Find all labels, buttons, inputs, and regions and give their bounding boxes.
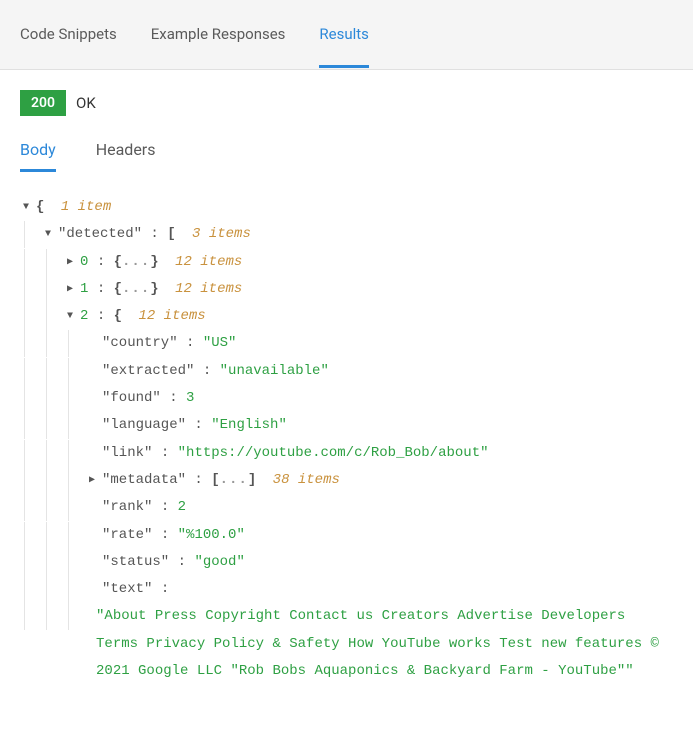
bracket-open: [ (211, 472, 219, 488)
item-count: 12 items (138, 308, 205, 324)
colon: : (161, 499, 178, 515)
subtab-body[interactable]: Body (20, 140, 56, 172)
json-key: "found" (102, 390, 161, 406)
json-value: "https://youtube.com/c/Rob_Bob/about" (178, 445, 489, 461)
item-count: 1 item (61, 199, 111, 215)
brace-open: { (114, 254, 122, 270)
json-value: "US" (203, 335, 237, 351)
tab-results[interactable]: Results (319, 1, 369, 68)
colon: : (97, 254, 114, 270)
tab-example-responses[interactable]: Example Responses (151, 1, 286, 68)
brace-open: { (114, 281, 122, 297)
json-link: · "link" : "https://youtube.com/c/Rob_Bo… (20, 440, 673, 467)
brace-open: { (114, 308, 122, 324)
subtab-headers[interactable]: Headers (96, 140, 156, 172)
json-found: · "found" : 3 (20, 385, 673, 412)
toggle-icon[interactable]: ▶ (64, 249, 76, 276)
json-value: 2 (178, 499, 186, 515)
content-area: 200 OK Body Headers ▼ { 1 item ▼ "detect… (0, 70, 693, 705)
colon: : (203, 363, 220, 379)
brace-close: } (150, 281, 158, 297)
json-value: "good" (194, 554, 244, 570)
json-item-1: ▶ 1 : {...} 12 items (20, 276, 673, 303)
colon: : (97, 308, 114, 324)
json-key: "detected" (58, 226, 142, 242)
json-value: "English" (211, 417, 287, 433)
json-key: "rate" (102, 527, 152, 543)
sub-tabs: Body Headers (20, 140, 673, 172)
json-language: · "language" : "English" (20, 412, 673, 439)
ellipsis-icon[interactable]: ... (220, 472, 248, 488)
json-index: 0 (80, 254, 88, 270)
toggle-icon[interactable]: ▼ (20, 194, 32, 221)
top-tabs: Code Snippets Example Responses Results (0, 0, 693, 70)
brace-close: } (150, 254, 158, 270)
json-key: "link" (102, 445, 152, 461)
json-index: 1 (80, 281, 88, 297)
brace-open: { (36, 199, 44, 215)
colon: : (161, 581, 169, 597)
status-code-badge: 200 (20, 90, 66, 116)
item-count: 38 items (273, 472, 340, 488)
json-text-value: · "About Press Copyright Contact us Crea… (20, 603, 673, 685)
json-key: "status" (102, 554, 169, 570)
json-root: ▼ { 1 item (20, 194, 673, 221)
toggle-icon[interactable]: ▶ (64, 276, 76, 303)
colon: : (97, 281, 114, 297)
json-value: "unavailable" (220, 363, 329, 379)
json-value: "%100.0" (178, 527, 245, 543)
json-country: · "country" : "US" (20, 330, 673, 357)
json-value: "About Press Copyright Contact us Creato… (96, 608, 659, 679)
json-detected: ▼ "detected" : [ 3 items (20, 221, 673, 248)
colon: : (161, 445, 178, 461)
json-key: "text" (102, 581, 152, 597)
json-item-2: ▼ 2 : { 12 items (20, 303, 673, 330)
ellipsis-icon[interactable]: ... (122, 254, 150, 270)
json-index: 2 (80, 308, 88, 324)
json-key: "metadata" (102, 472, 186, 488)
status-text: OK (76, 94, 96, 112)
item-count: 12 items (175, 254, 242, 270)
json-extracted: · "extracted" : "unavailable" (20, 358, 673, 385)
json-rank: · "rank" : 2 (20, 494, 673, 521)
status-row: 200 OK (20, 90, 673, 116)
json-value: 3 (186, 390, 194, 406)
colon: : (150, 226, 167, 242)
colon: : (194, 417, 211, 433)
json-viewer: ▼ { 1 item ▼ "detected" : [ 3 items ▶ 0 (20, 194, 673, 685)
tab-code-snippets[interactable]: Code Snippets (20, 1, 117, 68)
ellipsis-icon[interactable]: ... (122, 281, 150, 297)
bracket-close: ] (248, 472, 256, 488)
colon: : (186, 335, 203, 351)
json-item-0: ▶ 0 : {...} 12 items (20, 249, 673, 276)
json-key: "extracted" (102, 363, 194, 379)
colon: : (178, 554, 195, 570)
toggle-icon[interactable]: ▼ (64, 303, 76, 330)
colon: : (161, 527, 178, 543)
json-key: "language" (102, 417, 186, 433)
json-status: · "status" : "good" (20, 549, 673, 576)
colon: : (194, 472, 211, 488)
json-metadata: ▶ "metadata" : [...] 38 items (20, 467, 673, 494)
json-text-key: · "text" : (20, 576, 673, 603)
item-count: 12 items (175, 281, 242, 297)
json-key: "rank" (102, 499, 152, 515)
colon: : (169, 390, 186, 406)
toggle-icon[interactable]: ▶ (86, 467, 98, 494)
bracket-open: [ (167, 226, 175, 242)
json-rate: · "rate" : "%100.0" (20, 522, 673, 549)
json-key: "country" (102, 335, 178, 351)
toggle-icon[interactable]: ▼ (42, 221, 54, 248)
item-count: 3 items (192, 226, 251, 242)
